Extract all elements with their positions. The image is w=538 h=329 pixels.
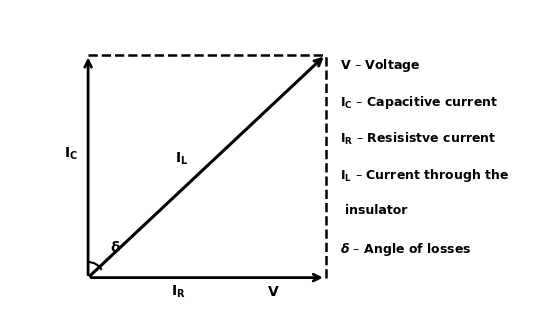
Text: $\boldsymbol{\delta}$ – Angle of losses: $\boldsymbol{\delta}$ – Angle of losses [341, 241, 472, 258]
Text: $\mathbf{I_R}$: $\mathbf{I_R}$ [171, 283, 186, 300]
Text: $\mathbf{I_R}$ – Resisistve current: $\mathbf{I_R}$ – Resisistve current [341, 131, 497, 147]
Text: $\mathbf{I_C}$ – Capacitive current: $\mathbf{I_C}$ – Capacitive current [341, 94, 498, 111]
Text: $\mathbf{I_L}$ – Current through the: $\mathbf{I_L}$ – Current through the [341, 167, 509, 185]
Text: $\mathbf{I_C}$: $\mathbf{I_C}$ [65, 145, 79, 162]
Text: $\mathbf{V}$ – Voltage: $\mathbf{V}$ – Voltage [341, 57, 421, 74]
Text: $\mathbf{V}$: $\mathbf{V}$ [267, 285, 280, 298]
Text: $\mathbf{I_L}$: $\mathbf{I_L}$ [175, 150, 188, 167]
Text: $\mathbf{\delta}$: $\mathbf{\delta}$ [110, 240, 121, 255]
Text: insulator: insulator [344, 204, 407, 217]
